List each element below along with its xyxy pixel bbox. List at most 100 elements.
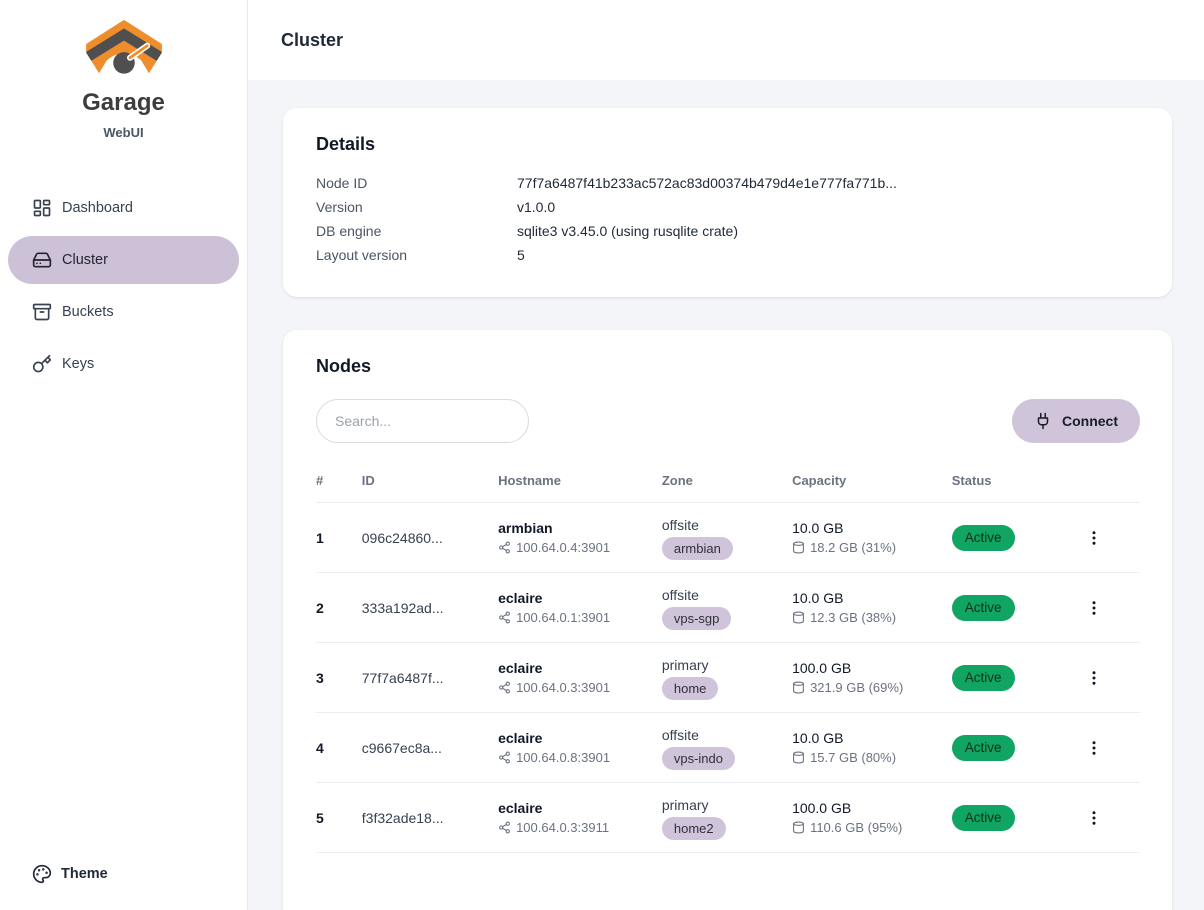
- details-card: Details Node ID 77f7a6487f41b233ac572ac8…: [283, 108, 1172, 297]
- palette-icon: [32, 864, 52, 884]
- sidebar-item-buckets[interactable]: Buckets: [8, 288, 239, 336]
- theme-button[interactable]: Theme: [0, 854, 247, 894]
- detail-row: DB engine sqlite3 v3.45.0 (using rusqlit…: [316, 219, 1140, 243]
- node-id: 77f7a6487f...: [361, 642, 499, 713]
- node-id: c9667ec8a...: [361, 712, 499, 783]
- row-number: 5: [316, 782, 362, 853]
- sidebar-item-label: Dashboard: [62, 200, 133, 216]
- sidebar-item-cluster[interactable]: Cluster: [8, 236, 239, 284]
- node-address: 100.64.0.1:3901: [498, 608, 662, 628]
- nodes-table: # ID Hostname Zone Capacity Status 1 096c2486…: [316, 467, 1140, 853]
- node-address: 100.64.0.8:3901: [498, 748, 662, 768]
- capacity-used: 110.6 GB (95%): [792, 818, 952, 838]
- capacity-total: 100.0 GB: [792, 799, 852, 816]
- nodes-title: Nodes: [316, 356, 372, 376]
- status-badge: Active: [951, 664, 1015, 691]
- sidebar-item-label: Buckets: [62, 304, 114, 320]
- detail-value: 77f7a6487f41b233ac572ac83d00374b479d4e1e…: [517, 175, 897, 191]
- details-list: Node ID 77f7a6487f41b233ac572ac83d00374b…: [316, 171, 1140, 267]
- zone-badge: home: [661, 677, 719, 700]
- detail-label: Node ID: [316, 175, 368, 191]
- column-header: ID: [361, 467, 499, 503]
- table-row: 4 c9667ec8a... eclaire 100.64.0.8:3901: [316, 712, 1140, 783]
- zone-badge: vps-sgp: [661, 607, 732, 630]
- table-row: 2 333a192ad... eclaire 100.64.0.1:3901: [316, 572, 1140, 643]
- table-row: 1 096c24860... armbian 100.64.0.4:3901: [316, 502, 1140, 573]
- nodes-toolbar: Connect: [316, 399, 1140, 443]
- share-icon: [498, 541, 511, 554]
- row-number: 2: [316, 572, 362, 643]
- node-id: 333a192ad...: [361, 572, 499, 643]
- row-menu-button[interactable]: [1079, 593, 1109, 623]
- search-input[interactable]: [316, 399, 529, 443]
- node-hostname: eclaire: [498, 799, 543, 816]
- sidebar: Garage WebUI Dashboard Cluster Buckets K…: [0, 0, 248, 910]
- detail-row: Layout version 5: [316, 243, 1140, 267]
- detail-label: DB engine: [316, 223, 382, 239]
- capacity-used: 15.7 GB (80%): [792, 748, 952, 768]
- detail-label: Version: [316, 199, 363, 215]
- zone-name: offsite: [661, 587, 699, 603]
- share-icon: [498, 821, 511, 834]
- capacity-total: 10.0 GB: [792, 729, 844, 746]
- capacity-total: 100.0 GB: [792, 659, 852, 676]
- zone-name: primary: [661, 657, 709, 673]
- garage-logo-icon: [85, 19, 162, 74]
- share-icon: [498, 681, 511, 694]
- row-menu-button[interactable]: [1079, 523, 1109, 553]
- node-hostname: eclaire: [498, 589, 543, 606]
- node-address: 100.64.0.3:3901: [498, 678, 662, 698]
- connect-button[interactable]: Connect: [1012, 399, 1140, 443]
- detail-label: Layout version: [316, 247, 408, 263]
- capacity-used: 12.3 GB (38%): [792, 608, 952, 628]
- database-icon: [792, 541, 805, 554]
- column-header: Hostname: [498, 467, 662, 503]
- column-header: Capacity: [792, 467, 952, 503]
- status-badge: Active: [951, 734, 1015, 761]
- theme-label: Theme: [61, 866, 108, 882]
- sidebar-item-label: Cluster: [62, 252, 108, 268]
- node-id: 096c24860...: [361, 502, 499, 573]
- node-address: 100.64.0.4:3901: [498, 538, 662, 558]
- node-hostname: eclaire: [498, 729, 543, 746]
- column-header: #: [316, 467, 362, 503]
- sidebar-item-dashboard[interactable]: Dashboard: [8, 184, 239, 232]
- page-header: Cluster: [248, 0, 1204, 80]
- database-icon: [792, 751, 805, 764]
- column-header: Status: [951, 467, 1079, 503]
- detail-row: Node ID 77f7a6487f41b233ac572ac83d00374b…: [316, 171, 1140, 195]
- capacity-used: 18.2 GB (31%): [792, 538, 952, 558]
- key-icon: [32, 354, 52, 374]
- database-icon: [792, 821, 805, 834]
- sidebar-item-label: Keys: [62, 356, 95, 372]
- zone-name: offsite: [661, 727, 699, 743]
- capacity-used: 321.9 GB (69%): [792, 678, 952, 698]
- sidebar-item-keys[interactable]: Keys: [8, 340, 239, 388]
- table-row: 5 f3f32ade18... eclaire 100.64.0.3:391: [316, 782, 1140, 853]
- row-menu-button[interactable]: [1079, 663, 1109, 693]
- plug-icon: [1034, 412, 1052, 430]
- zone-badge: vps-indo: [661, 747, 735, 770]
- row-menu-button[interactable]: [1079, 803, 1109, 833]
- share-icon: [498, 751, 511, 764]
- table-row: 3 77f7a6487f... eclaire 100.64.0.3:390: [316, 642, 1140, 713]
- table-header-row: # ID Hostname Zone Capacity Status: [316, 467, 1140, 503]
- row-number: 1: [316, 502, 362, 573]
- detail-row: Version v1.0.0: [316, 195, 1140, 219]
- status-badge: Active: [951, 524, 1015, 551]
- logo-title: Garage: [82, 89, 165, 116]
- row-number: 3: [316, 642, 362, 713]
- capacity-total: 10.0 GB: [792, 519, 844, 536]
- hard-drive-icon: [32, 250, 52, 270]
- detail-value: v1.0.0: [517, 199, 556, 215]
- node-hostname: armbian: [498, 519, 553, 536]
- row-number: 4: [316, 712, 362, 783]
- detail-value: sqlite3 v3.45.0 (using rusqlite crate): [517, 223, 738, 239]
- row-menu-button[interactable]: [1079, 733, 1109, 763]
- status-badge: Active: [951, 594, 1015, 621]
- database-icon: [792, 681, 805, 694]
- logo: Garage WebUI: [0, 0, 247, 140]
- capacity-total: 10.0 GB: [792, 589, 844, 606]
- detail-value: 5: [517, 247, 525, 263]
